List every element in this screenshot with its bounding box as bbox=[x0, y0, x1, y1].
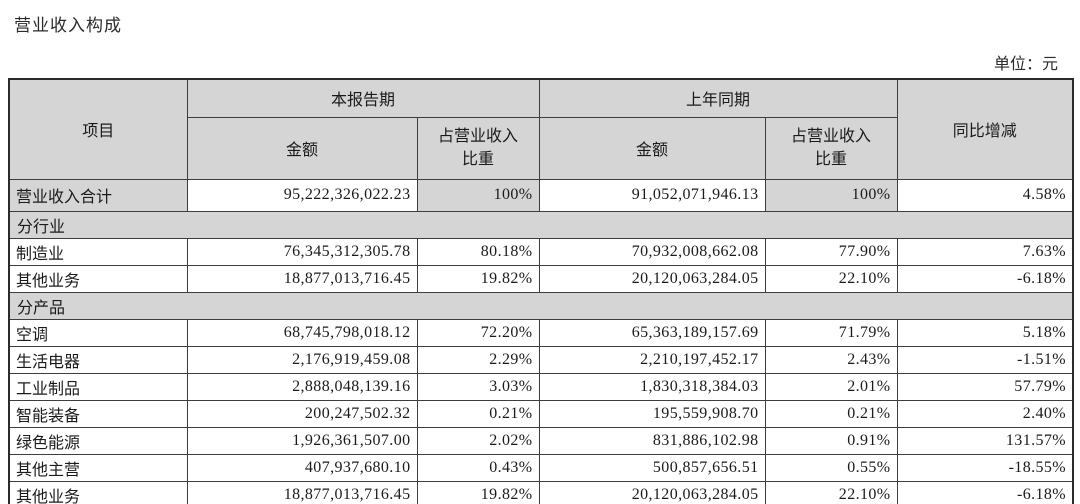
section-row: 分行业 bbox=[8, 210, 1074, 239]
item-cell: 智能装备 bbox=[8, 399, 188, 428]
table-row: 工业制品 2,888,048,139.16 3.03% 1,830,318,384.0… bbox=[8, 372, 1074, 401]
prior-amount-cell: 91,052,071,946.13 bbox=[538, 178, 766, 212]
current-share-cell: 100% bbox=[416, 178, 540, 212]
item-cell: 空调 bbox=[8, 318, 188, 347]
yoy-cell: -1.51% bbox=[896, 345, 1074, 374]
unit-label: 单位：元 bbox=[993, 56, 1058, 73]
table-row: 其他主营 407,937,680.10 0.43% 500,857,656.51 0.5… bbox=[8, 453, 1074, 482]
item-cell: 绿色能源 bbox=[8, 426, 188, 455]
item-cell: 工业制品 bbox=[8, 372, 188, 401]
current-share-cell: 3.03% bbox=[416, 372, 540, 401]
yoy-cell: 4.58% bbox=[896, 178, 1074, 212]
current-amount-cell: 1,926,361,507.00 bbox=[186, 426, 418, 455]
current-amount-cell: 76,345,312,305.78 bbox=[186, 237, 418, 266]
current-amount-cell: 2,888,048,139.16 bbox=[186, 372, 418, 401]
current-share-cell: 72.20% bbox=[416, 318, 540, 347]
header-current-share-label: 占营业收入比重 bbox=[437, 127, 518, 168]
prior-amount-cell: 20,120,063,284.05 bbox=[538, 264, 766, 293]
item-cell: 营业收入合计 bbox=[8, 178, 188, 212]
header-current-amount: 金额 bbox=[186, 116, 418, 180]
prior-share-cell: 22.10% bbox=[764, 264, 898, 293]
yoy-cell: -18.55% bbox=[896, 453, 1074, 482]
prior-share-cell: 71.79% bbox=[764, 318, 898, 347]
current-amount-cell: 18,877,013,716.45 bbox=[186, 264, 418, 293]
prior-amount-cell: 65,363,189,157.69 bbox=[538, 318, 766, 347]
yoy-cell: 2.40% bbox=[896, 399, 1074, 428]
prior-amount-cell: 20,120,063,284.05 bbox=[538, 480, 766, 504]
yoy-cell: 57.79% bbox=[896, 372, 1074, 401]
header-yoy-change: 同比增减 bbox=[896, 78, 1074, 180]
prior-share-cell: 100% bbox=[764, 178, 898, 212]
current-share-cell: 0.43% bbox=[416, 453, 540, 482]
prior-share-cell: 22.10% bbox=[764, 480, 898, 504]
header-prior-share: 占营业收入比重 bbox=[764, 116, 898, 180]
table-body: 营业收入合计 95,222,326,022.23 100% 91,052,071,94… bbox=[8, 178, 1074, 504]
prior-share-cell: 77.90% bbox=[764, 237, 898, 266]
prior-share-cell: 2.01% bbox=[764, 372, 898, 401]
current-share-cell: 2.29% bbox=[416, 345, 540, 374]
current-share-cell: 19.82% bbox=[416, 264, 540, 293]
yoy-cell: -6.18% bbox=[896, 480, 1074, 504]
section-row: 分产品 bbox=[8, 291, 1074, 320]
item-cell: 制造业 bbox=[8, 237, 188, 266]
current-amount-cell: 200,247,502.32 bbox=[186, 399, 418, 428]
item-cell: 其他主营 bbox=[8, 453, 188, 482]
yoy-cell: 131.57% bbox=[896, 426, 1074, 455]
header-current-share: 占营业收入比重 bbox=[416, 116, 540, 180]
item-cell: 其他业务 bbox=[8, 480, 188, 504]
prior-amount-cell: 195,559,908.70 bbox=[538, 399, 766, 428]
header-item: 项目 bbox=[8, 78, 188, 180]
section-label: 分行业 bbox=[8, 210, 1074, 239]
prior-amount-cell: 831,886,102.98 bbox=[538, 426, 766, 455]
current-amount-cell: 18,877,013,716.45 bbox=[186, 480, 418, 504]
current-amount-cell: 407,937,680.10 bbox=[186, 453, 418, 482]
prior-share-cell: 2.43% bbox=[764, 345, 898, 374]
prior-amount-cell: 2,210,197,452.17 bbox=[538, 345, 766, 374]
prior-amount-cell: 1,830,318,384.03 bbox=[538, 372, 766, 401]
current-share-cell: 0.21% bbox=[416, 399, 540, 428]
table-row: 生活电器 2,176,919,459.08 2.29% 2,210,197,452.1… bbox=[8, 345, 1074, 374]
table-row: 其他业务 18,877,013,716.45 19.82% 20,120,063,28… bbox=[8, 264, 1074, 293]
header-prior-period: 上年同期 bbox=[538, 78, 898, 118]
revenue-composition-table: 项目 本报告期 上年同期 同比增减 金额 占营业收入比重 金额 占营业收入比重 … bbox=[8, 78, 1075, 504]
table-row: 其他业务 18,877,013,716.45 19.82% 20,120,063,28… bbox=[8, 480, 1074, 504]
yoy-cell: 5.18% bbox=[896, 318, 1074, 347]
prior-share-cell: 0.21% bbox=[764, 399, 898, 428]
current-amount-cell: 95,222,326,022.23 bbox=[186, 178, 418, 212]
item-cell: 生活电器 bbox=[8, 345, 188, 374]
prior-share-cell: 0.91% bbox=[764, 426, 898, 455]
current-amount-cell: 2,176,919,459.08 bbox=[186, 345, 418, 374]
prior-amount-cell: 70,932,008,662.08 bbox=[538, 237, 766, 266]
yoy-cell: 7.63% bbox=[896, 237, 1074, 266]
current-amount-cell: 68,745,798,018.12 bbox=[186, 318, 418, 347]
document-title: 营业收入构成 bbox=[14, 16, 122, 35]
table-row: 绿色能源 1,926,361,507.00 2.02% 831,886,102.98 0… bbox=[8, 426, 1074, 455]
item-cell: 其他业务 bbox=[8, 264, 188, 293]
header-prior-share-label: 占营业收入比重 bbox=[791, 127, 872, 168]
current-share-cell: 19.82% bbox=[416, 480, 540, 504]
table-row: 智能装备 200,247,502.32 0.21% 195,559,908.70 0.2… bbox=[8, 399, 1074, 428]
prior-share-cell: 0.55% bbox=[764, 453, 898, 482]
table-row: 空调 68,745,798,018.12 72.20% 65,363,189,157.… bbox=[8, 318, 1074, 347]
prior-amount-cell: 500,857,656.51 bbox=[538, 453, 766, 482]
current-share-cell: 80.18% bbox=[416, 237, 540, 266]
yoy-cell: -6.18% bbox=[896, 264, 1074, 293]
total-row: 营业收入合计 95,222,326,022.23 100% 91,052,071,94… bbox=[8, 178, 1074, 212]
table-row: 制造业 76,345,312,305.78 80.18% 70,932,008,662… bbox=[8, 237, 1074, 266]
current-share-cell: 2.02% bbox=[416, 426, 540, 455]
section-label: 分产品 bbox=[8, 291, 1074, 320]
header-prior-amount: 金额 bbox=[538, 116, 766, 180]
header-current-period: 本报告期 bbox=[186, 78, 540, 118]
